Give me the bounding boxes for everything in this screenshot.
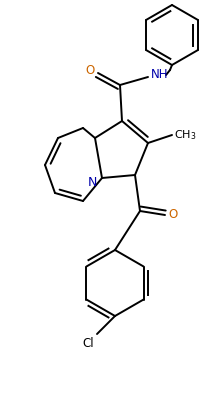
Text: O: O <box>86 64 95 77</box>
Text: Cl: Cl <box>82 337 94 350</box>
Text: N: N <box>87 176 97 189</box>
Text: CH$_3$: CH$_3$ <box>174 128 196 142</box>
Text: NH: NH <box>151 68 168 81</box>
Text: O: O <box>168 208 177 220</box>
